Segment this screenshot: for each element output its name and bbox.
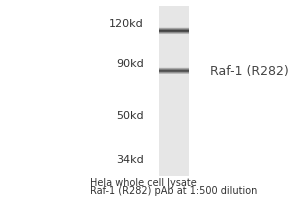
Text: 50kd: 50kd [116,111,144,121]
Text: Hela whole cell lysate: Hela whole cell lysate [90,178,197,188]
Text: Raf-1 (R282): Raf-1 (R282) [210,64,289,77]
Text: 34kd: 34kd [116,155,144,165]
Text: Raf-1 (R282) pAb at 1:500 dilution: Raf-1 (R282) pAb at 1:500 dilution [90,186,257,196]
Text: 90kd: 90kd [116,59,144,69]
Text: 120kd: 120kd [109,19,144,29]
